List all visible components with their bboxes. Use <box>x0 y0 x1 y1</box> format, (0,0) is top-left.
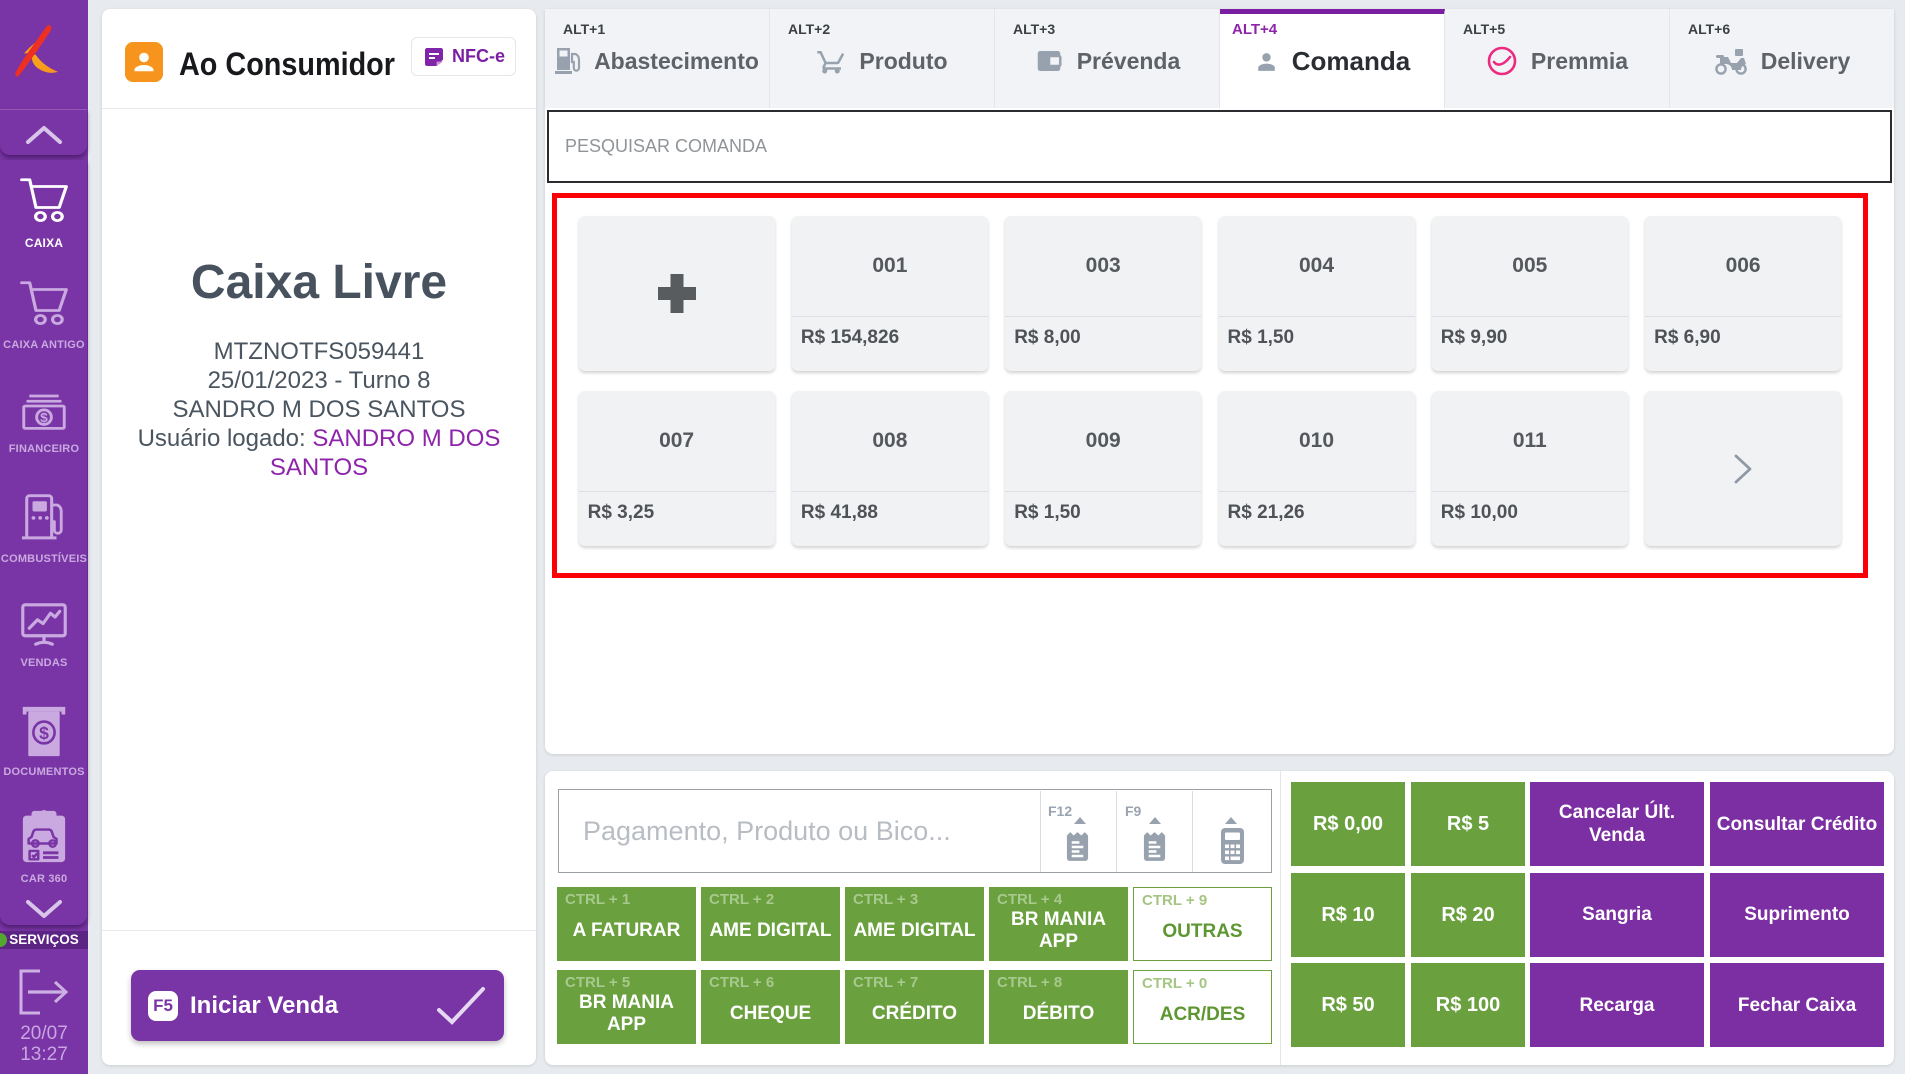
svg-text:$: $ <box>40 410 48 425</box>
svg-text:$: $ <box>39 723 49 743</box>
